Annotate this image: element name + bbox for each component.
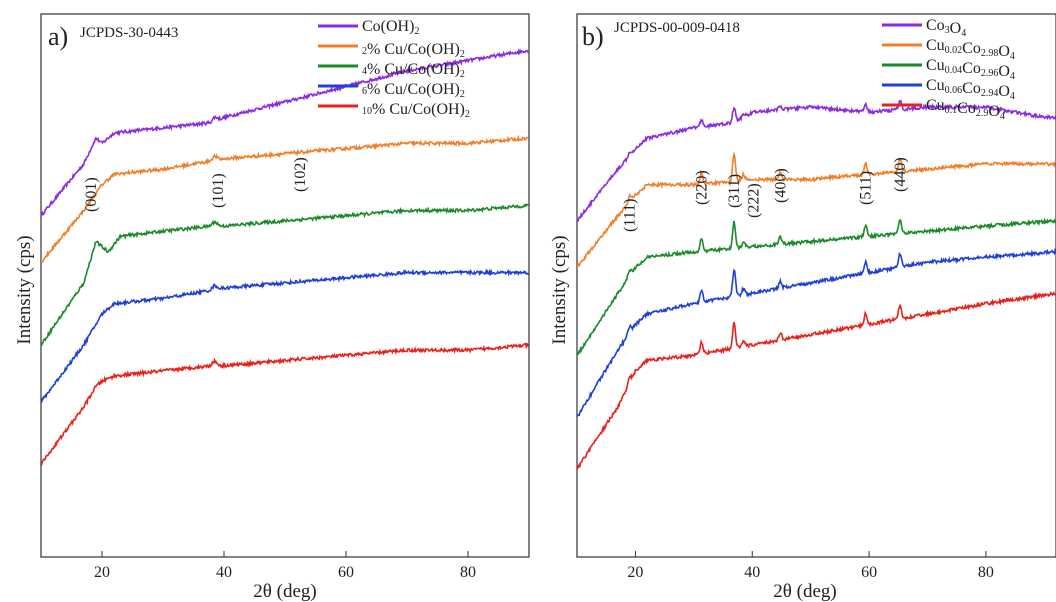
x-tick-label: 80	[460, 564, 476, 581]
peak-label: (311)	[726, 174, 743, 208]
peak-label: (220)	[693, 170, 710, 205]
x-tick-label: 40	[216, 564, 232, 581]
legend-label: Co3O4	[926, 17, 966, 39]
plot-frame	[576, 13, 1056, 558]
peak-labels: (001) (101) (102)	[83, 157, 309, 212]
panel-letter: b)	[582, 22, 604, 51]
series-line	[577, 151, 1056, 269]
x-axis-ticks	[101, 551, 469, 557]
series-line	[577, 247, 1056, 417]
jcpds-reference: JCPDS-00-009-0418	[614, 20, 740, 36]
legend-label: Cu0.02Co2.98O4	[926, 37, 1015, 62]
series-line	[41, 47, 529, 218]
series-line	[577, 217, 1056, 357]
x-axis-tick-labels: 20 40 60 80	[94, 564, 476, 581]
y-axis-title: Intensity (cps)	[14, 235, 35, 344]
plot-frame	[40, 13, 530, 558]
x-axis-title: 2θ (deg)	[253, 581, 316, 602]
x-axis-title: 2θ (deg)	[773, 581, 836, 602]
x-tick-label: 20	[627, 564, 643, 581]
peak-labels: (111) (220) (311) (222) (400) (511) (440)	[622, 157, 909, 232]
legend-label: Cu0.06Co2.94O4	[926, 77, 1015, 102]
peak-label: (101)	[210, 173, 227, 208]
legend: Co(OH)2 2% Cu/Co(OH)24% Cu/Co(OH)26% Cu/C…	[318, 18, 470, 120]
legend-label: 4% Cu/Co(OH)2	[362, 61, 465, 80]
series-line	[577, 99, 1056, 223]
legend-label: Cu0.1Co2.9O4	[926, 97, 1005, 122]
x-axis-tick-labels: 20 40 60 80	[627, 564, 993, 581]
x-axis-ticks	[634, 551, 987, 557]
panel-a-chart: a) JCPDS-30-0443 20 40 60 80 2θ (deg) Inten…	[14, 13, 530, 602]
x-tick-label: 20	[94, 564, 110, 581]
peak-label: (222)	[745, 183, 762, 218]
series-line	[41, 341, 529, 467]
legend: Co3O4Cu0.02Co2.98O4Cu0.04Co2.96O4Cu0.06C…	[882, 17, 1015, 122]
peak-label: (440)	[892, 157, 909, 192]
series-group	[577, 99, 1056, 470]
peak-label: (102)	[292, 157, 309, 192]
x-tick-label: 60	[861, 564, 877, 581]
x-tick-label: 60	[338, 564, 354, 581]
legend-label: Cu0.04Co2.96O4	[926, 57, 1015, 82]
series-line	[577, 290, 1056, 470]
series-line	[41, 203, 529, 347]
peak-label: (001)	[83, 177, 100, 212]
peak-label: (111)	[622, 199, 639, 232]
series-group	[41, 47, 529, 467]
y-axis-title: Intensity (cps)	[549, 235, 570, 344]
peak-label: (400)	[772, 168, 789, 203]
legend-label: 2% Cu/Co(OH)2	[362, 41, 465, 60]
panel-b-chart: b) JCPDS-00-009-0418 20 40 60 80 2θ (deg) I…	[549, 13, 1056, 602]
x-tick-label: 40	[744, 564, 760, 581]
panel-letter: a)	[48, 22, 68, 51]
peak-label: (511)	[858, 171, 875, 205]
jcpds-reference: JCPDS-30-0443	[80, 25, 178, 41]
legend-label: 10% Cu/Co(OH)2	[362, 101, 470, 120]
legend-label: Co(OH)2	[362, 18, 419, 37]
series-line	[41, 268, 529, 404]
x-tick-label: 80	[978, 564, 994, 581]
legend-label: 6% Cu/Co(OH)2	[362, 81, 465, 100]
series-line	[41, 134, 529, 263]
